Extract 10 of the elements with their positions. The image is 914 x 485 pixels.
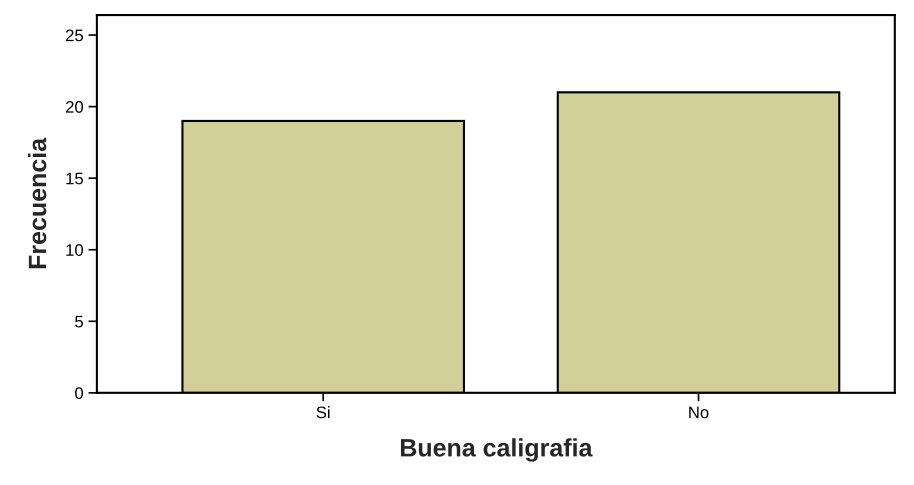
x-tick-label: No — [689, 406, 708, 418]
y-tick-label: 0 — [75, 387, 84, 400]
y-tick-label: 15 — [66, 172, 83, 184]
x-axis-title: Buena caligrafia — [400, 438, 593, 462]
y-tick-label: 10 — [66, 244, 84, 256]
x-tick-label: Si — [316, 406, 330, 418]
y-tick-label: 5 — [75, 316, 83, 328]
y-tick-label: 20 — [66, 101, 84, 113]
y-axis-title: Frecuencia — [28, 138, 46, 268]
y-tick-label: 25 — [66, 29, 83, 42]
